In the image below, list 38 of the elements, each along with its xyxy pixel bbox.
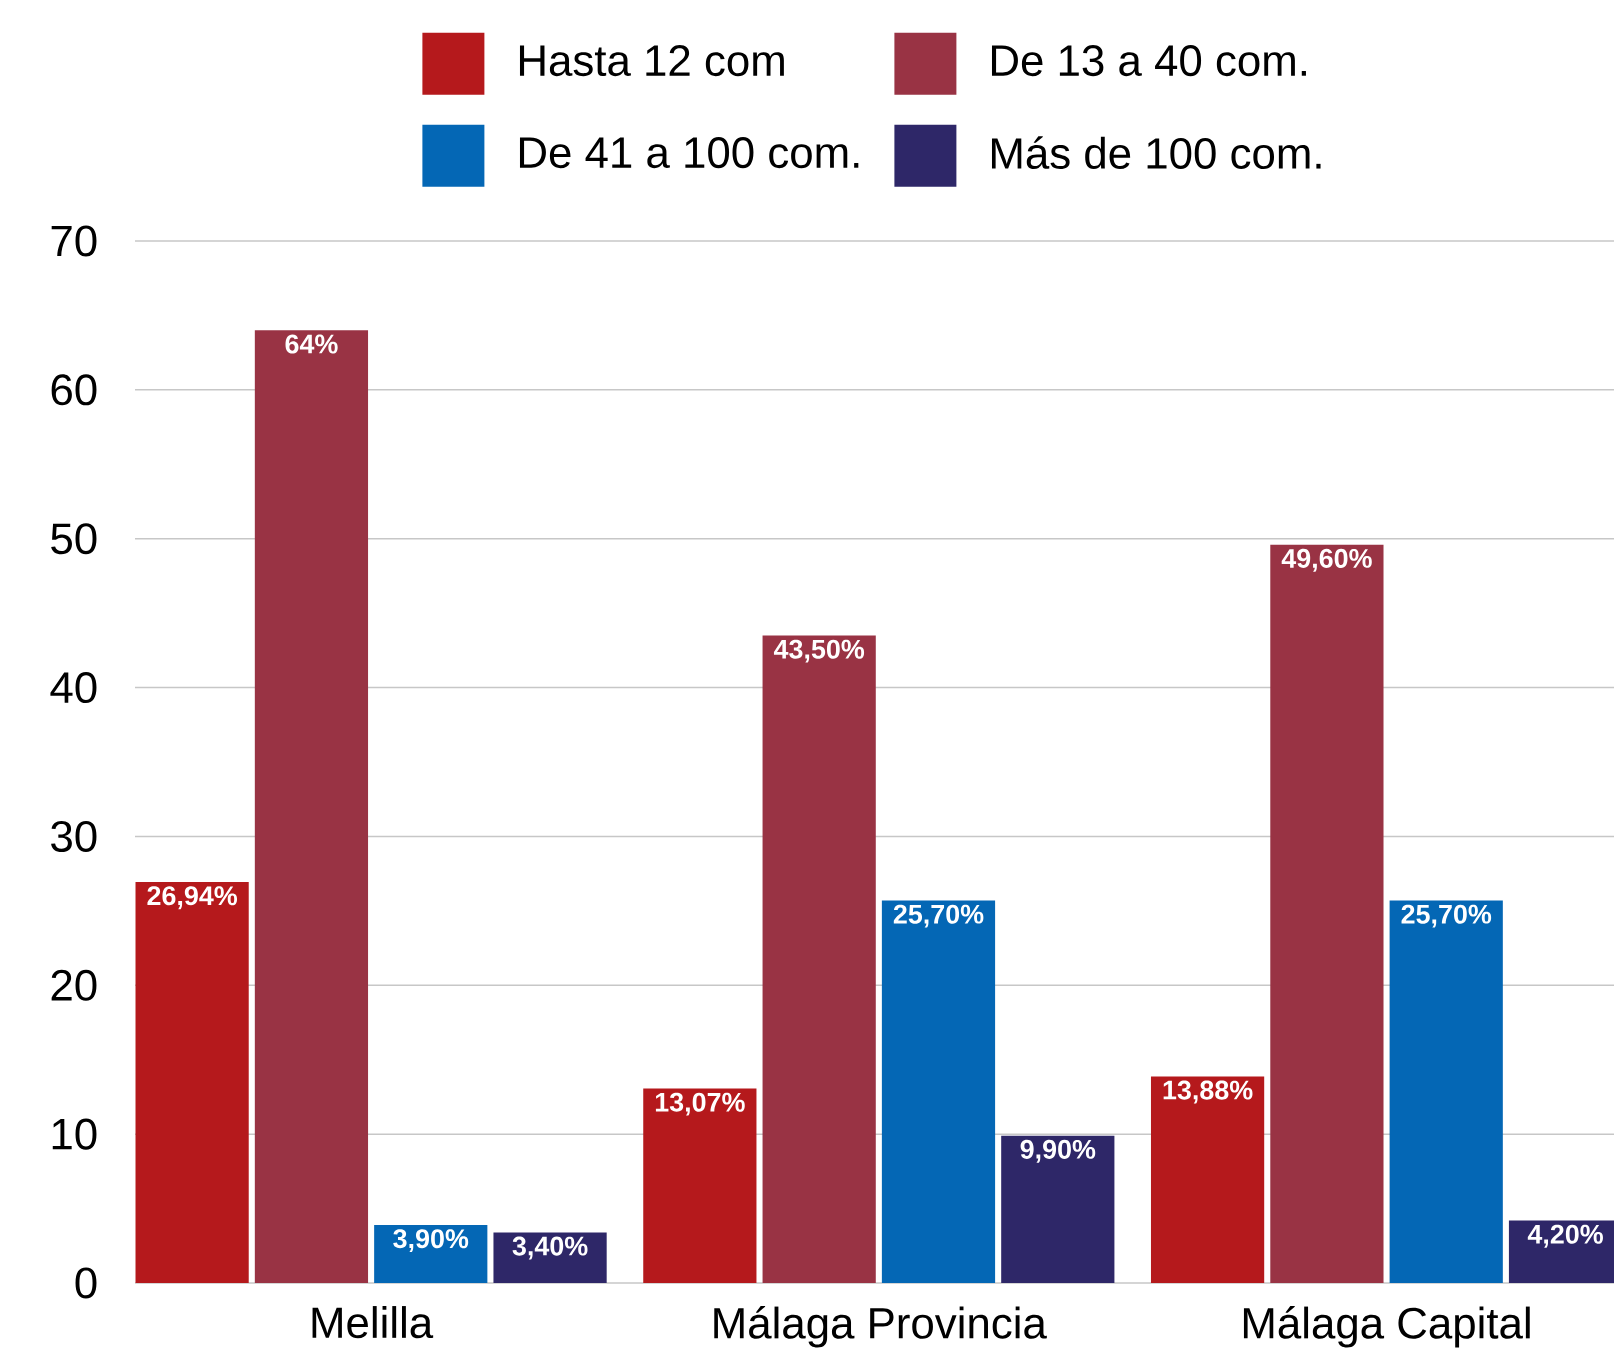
data-label: 25,70% (1401, 904, 1492, 928)
data-label: 3,40% (512, 1236, 588, 1260)
bar (1150, 1076, 1265, 1283)
bar (1389, 900, 1503, 1283)
bar (881, 900, 996, 1283)
bar (493, 1232, 607, 1283)
bar (374, 1224, 488, 1283)
bar (762, 635, 876, 1283)
x-tick-label: Melilla (312, 1306, 434, 1339)
legend-label: Hasta 12 com (519, 45, 784, 77)
data-label: 3,90% (393, 1229, 469, 1253)
data-label: 64% (285, 334, 338, 354)
y-tick-label: 50 (51, 523, 97, 555)
y-tick-label: 10 (52, 1118, 97, 1150)
y-tick-label: 40 (50, 672, 97, 704)
bar (1001, 1135, 1115, 1283)
data-label: 13,07% (655, 1092, 745, 1116)
data-label: 26,94% (147, 886, 238, 910)
data-label: 49,60% (1281, 548, 1372, 572)
bar (254, 330, 369, 1283)
y-tick-label: 30 (51, 820, 97, 852)
bar (1270, 544, 1384, 1283)
x-tick-label: Málaga Capital (1243, 1306, 1530, 1348)
bar (643, 1088, 757, 1283)
y-tick-label: 20 (51, 969, 97, 1001)
y-tick-label: 60 (51, 374, 97, 406)
y-tick-label: 70 (51, 225, 97, 257)
data-label: 4,20% (1527, 1224, 1603, 1248)
data-label: 25,70% (893, 904, 984, 928)
legend-label: De 13 a 40 com. (991, 45, 1306, 77)
data-label: 9,90% (1020, 1139, 1096, 1163)
data-label: 43,50% (773, 639, 865, 663)
y-tick-label: 0 (75, 1267, 97, 1299)
x-tick-label: Málaga Provincia (714, 1306, 1047, 1348)
data-label: 13,88% (1163, 1080, 1253, 1104)
legend-label: De 41 a 100 com. (519, 137, 859, 169)
bar (135, 881, 249, 1283)
legend-label: Más de 100 com. (991, 136, 1321, 169)
